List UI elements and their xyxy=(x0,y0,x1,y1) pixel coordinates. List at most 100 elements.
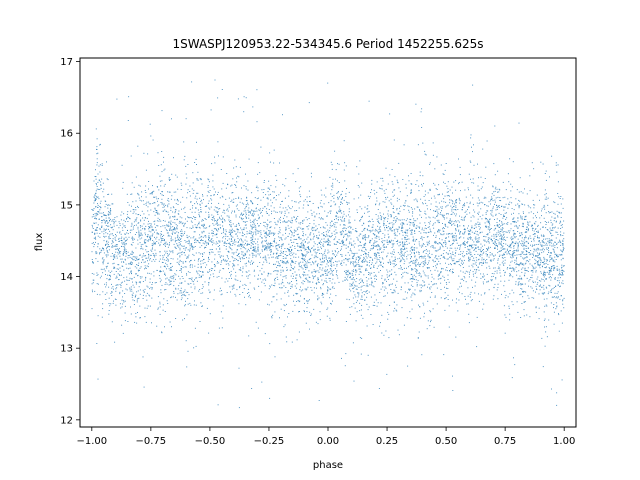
data-point xyxy=(110,303,112,305)
data-point xyxy=(256,198,258,200)
data-point xyxy=(334,282,336,284)
data-point xyxy=(93,237,95,239)
data-point xyxy=(489,222,490,224)
data-point xyxy=(273,191,275,193)
data-point xyxy=(494,283,496,285)
data-point xyxy=(381,188,383,190)
data-point xyxy=(424,222,426,224)
data-point xyxy=(125,263,127,265)
data-point xyxy=(457,224,458,226)
data-point xyxy=(465,215,466,217)
data-point xyxy=(154,249,156,251)
data-point xyxy=(152,282,153,284)
data-point xyxy=(349,306,351,308)
data-point xyxy=(223,203,225,205)
data-point xyxy=(549,244,551,246)
data-point xyxy=(513,357,514,359)
data-point xyxy=(454,224,456,226)
data-point xyxy=(469,254,471,256)
data-point xyxy=(151,192,153,194)
data-point xyxy=(153,196,155,198)
data-point xyxy=(411,232,413,234)
data-point xyxy=(179,220,181,222)
data-point xyxy=(410,219,412,221)
data-point xyxy=(186,236,188,238)
data-point xyxy=(419,209,420,211)
data-point xyxy=(134,296,136,298)
data-point xyxy=(469,259,471,261)
data-point xyxy=(306,266,308,268)
data-point xyxy=(267,187,269,189)
data-point xyxy=(373,245,374,247)
data-point xyxy=(503,214,504,216)
data-point xyxy=(267,303,269,305)
data-point xyxy=(539,285,541,287)
data-point xyxy=(476,259,478,261)
data-point xyxy=(282,243,284,245)
data-point xyxy=(93,242,94,244)
data-point xyxy=(134,238,135,240)
data-point xyxy=(423,316,425,318)
data-point xyxy=(120,307,122,309)
data-point xyxy=(436,287,438,289)
data-point xyxy=(394,291,396,293)
data-point xyxy=(488,242,490,244)
data-point xyxy=(367,229,368,231)
data-point xyxy=(290,258,292,260)
data-point xyxy=(280,271,282,273)
data-point xyxy=(253,269,255,271)
data-point xyxy=(245,206,247,208)
data-point xyxy=(536,255,538,257)
data-point xyxy=(543,258,545,260)
data-point xyxy=(140,226,141,228)
data-point xyxy=(222,225,224,227)
data-point xyxy=(263,261,265,263)
data-point xyxy=(415,264,416,266)
data-point xyxy=(325,280,327,282)
data-point xyxy=(535,215,536,217)
data-point xyxy=(362,279,363,281)
data-point xyxy=(383,217,385,219)
data-point xyxy=(319,243,320,244)
data-point xyxy=(524,188,525,190)
data-point xyxy=(554,217,556,219)
data-point xyxy=(304,241,306,243)
data-point xyxy=(427,231,429,233)
data-point xyxy=(143,203,145,205)
data-point xyxy=(266,228,268,230)
data-point xyxy=(523,274,525,276)
data-point xyxy=(535,291,536,293)
data-point xyxy=(298,269,300,271)
data-point xyxy=(149,281,151,283)
data-point xyxy=(188,278,190,280)
data-point xyxy=(172,252,174,254)
data-point xyxy=(264,255,266,257)
data-point xyxy=(252,254,254,256)
data-point xyxy=(465,298,466,300)
data-point xyxy=(266,226,268,228)
data-point xyxy=(479,262,481,264)
data-point xyxy=(559,298,561,300)
data-point xyxy=(270,242,271,244)
data-point xyxy=(478,293,479,295)
data-point xyxy=(333,239,335,241)
data-point xyxy=(438,194,440,196)
data-point xyxy=(501,224,503,226)
data-point xyxy=(233,287,235,289)
data-point xyxy=(468,313,470,315)
data-point xyxy=(473,275,475,277)
data-point xyxy=(443,257,445,259)
data-point xyxy=(260,223,262,224)
data-point xyxy=(297,229,299,231)
data-point xyxy=(285,251,287,253)
data-point xyxy=(492,275,494,277)
data-point xyxy=(312,278,314,280)
data-point xyxy=(477,205,479,207)
data-point xyxy=(451,223,453,225)
data-point xyxy=(385,246,387,248)
data-point xyxy=(406,297,408,299)
data-point xyxy=(230,185,232,187)
data-point xyxy=(506,236,508,238)
data-point xyxy=(408,289,410,291)
data-point xyxy=(376,261,378,263)
